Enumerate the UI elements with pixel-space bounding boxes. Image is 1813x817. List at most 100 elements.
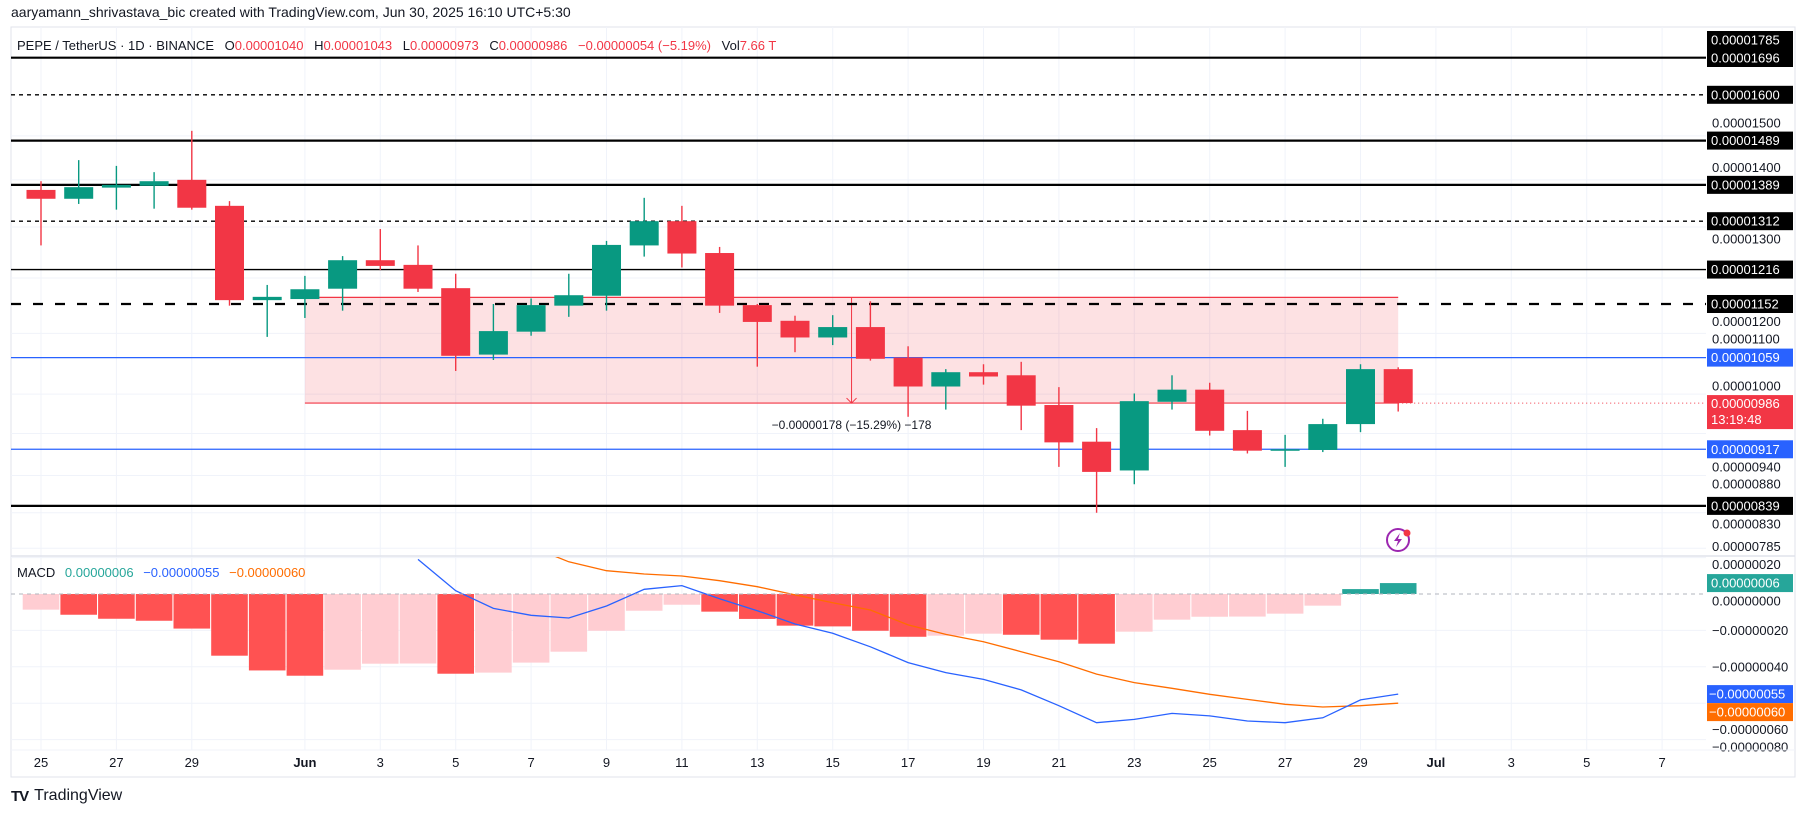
candle[interactable] — [629, 197, 659, 257]
price-level-label-box[interactable] — [1707, 348, 1793, 367]
macd-histogram-bar — [1379, 583, 1417, 594]
time-axis-label: Jun — [293, 755, 316, 770]
bar-countdown-label: 13:19:48 — [1711, 412, 1762, 427]
price-axis[interactable]: 0.00001785 0.00001696 0.00001600 0.00001489… — [1707, 31, 1793, 554]
candle[interactable] — [780, 315, 810, 353]
price-level-label-box[interactable] — [1707, 31, 1793, 49]
macd-histogram-bar — [814, 594, 851, 627]
candle[interactable] — [705, 246, 735, 313]
candle[interactable] — [1119, 393, 1149, 485]
price-level-label-box[interactable] — [1707, 260, 1793, 279]
macd-legend[interactable]: MACD 0.00000006 −0.00000055 −0.00000060 — [17, 565, 305, 580]
symbol-legend[interactable]: PEPE / TetherUS · 1D · BINANCE O0.000010… — [17, 38, 776, 53]
candle[interactable] — [1195, 382, 1225, 436]
candle-body — [516, 305, 546, 332]
price-level-label-box[interactable] — [1707, 294, 1793, 313]
price-level-label-box[interactable] — [1707, 85, 1793, 104]
candle[interactable] — [1346, 364, 1375, 433]
macd-histogram-bar — [701, 594, 738, 612]
current-price-label-box[interactable] — [1707, 395, 1793, 430]
candle[interactable] — [592, 240, 621, 311]
candle[interactable] — [1232, 410, 1262, 454]
macd-pane[interactable] — [11, 490, 1706, 724]
candle[interactable] — [818, 315, 848, 346]
candle[interactable] — [667, 205, 697, 268]
candle[interactable] — [1082, 428, 1112, 513]
macd-axis-tick: −0.00000060 — [1712, 722, 1788, 737]
time-axis-label: 13 — [750, 755, 764, 770]
price-level-label-box[interactable] — [1707, 212, 1793, 231]
macd-signal-label-box[interactable] — [1707, 703, 1793, 722]
macd-histogram-bar — [135, 594, 173, 621]
candle[interactable] — [177, 130, 207, 210]
candle[interactable] — [64, 160, 94, 204]
time-axis-label: 3 — [1508, 755, 1515, 770]
candle[interactable] — [1044, 387, 1074, 467]
candle[interactable] — [478, 303, 508, 361]
candle[interactable] — [855, 301, 885, 361]
time-axis-label: 5 — [1583, 755, 1590, 770]
candle[interactable] — [1308, 418, 1338, 453]
time-axis-label: 5 — [452, 755, 459, 770]
candle[interactable] — [969, 364, 998, 385]
high-label: H — [314, 38, 324, 53]
price-axis-tick: 0.00000830 — [1712, 516, 1781, 531]
macd-histogram-bar — [211, 594, 248, 656]
price-level-label-box[interactable] — [1707, 131, 1793, 150]
candle[interactable] — [365, 228, 395, 271]
candle[interactable] — [215, 201, 244, 306]
candle-body — [893, 357, 923, 387]
change-value: −0.00000054 (−5.19%) — [578, 38, 712, 53]
price-level-label-box[interactable] — [1707, 49, 1793, 67]
candle[interactable] — [252, 284, 282, 337]
macd-line-label-box[interactable] — [1707, 685, 1793, 704]
price-pane[interactable]: −0.00000178 (−15.29%) −178 — [11, 56, 1706, 513]
candle[interactable] — [441, 273, 471, 371]
macd-histogram-bar — [1266, 594, 1304, 614]
candle[interactable] — [139, 172, 169, 209]
tradingview-logo-text: TradingView — [34, 787, 123, 804]
price-level-label-box[interactable] — [1707, 496, 1793, 515]
candle-body — [1308, 424, 1338, 450]
price-level-label-box[interactable] — [1707, 440, 1793, 459]
candle-body — [403, 264, 433, 289]
candle[interactable] — [742, 303, 772, 367]
price-level-label: 0.00001389 — [1711, 177, 1780, 192]
price-level-label-box[interactable] — [1707, 175, 1793, 194]
candle[interactable] — [328, 256, 358, 311]
macd-histogram-bar — [550, 594, 588, 652]
candle[interactable] — [1157, 375, 1187, 410]
candle[interactable] — [1006, 361, 1036, 431]
candle[interactable] — [554, 273, 584, 317]
candle[interactable] — [403, 245, 433, 292]
candle[interactable] — [290, 275, 320, 318]
time-axis-label: 25 — [1202, 755, 1216, 770]
candle-body — [26, 189, 56, 199]
macd-histogram-bar — [1002, 594, 1040, 635]
candle[interactable] — [931, 369, 961, 410]
time-axis[interactable]: 25 27 29 Jun 3 5 7 9 11 13 15 17 19 21 23 25 27 29 Jul 3 5 7 — [11, 749, 1795, 770]
candle[interactable] — [1383, 367, 1413, 412]
tradingview-logo[interactable]: TV TradingView — [11, 787, 122, 805]
price-level-label: 0.00000839 — [1711, 498, 1780, 513]
candle[interactable] — [101, 165, 131, 210]
candle-body — [705, 253, 735, 306]
tradingview-logo-icon: TV — [11, 787, 29, 805]
time-axis-label: 15 — [825, 755, 839, 770]
candle[interactable] — [1270, 434, 1300, 467]
price-axis-tick: 0.00001100 — [1712, 331, 1780, 346]
candle-body — [592, 244, 621, 296]
candle[interactable] — [26, 181, 56, 246]
macd-histogram-bar — [1116, 594, 1153, 632]
symbol-title[interactable]: PEPE / TetherUS · 1D · BINANCE — [17, 38, 214, 53]
macd-title[interactable]: MACD — [17, 565, 56, 580]
candle[interactable] — [893, 346, 923, 417]
macd-histogram-bar — [965, 594, 1002, 634]
candle-body — [252, 296, 282, 301]
candle[interactable] — [516, 298, 546, 336]
lightning-icon[interactable] — [1386, 528, 1411, 552]
macd-axis[interactable]: 0.00000006 −0.00000055 −0.00000060 0.000000… — [1707, 557, 1793, 755]
macd-histogram-label-box[interactable] — [1707, 574, 1793, 593]
macd-histogram-bar — [60, 594, 97, 615]
